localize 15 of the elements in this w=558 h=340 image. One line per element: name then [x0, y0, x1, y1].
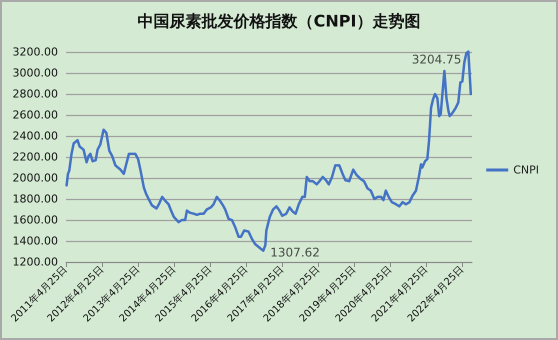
y-tick-label: 2600.00 [12, 108, 58, 122]
y-tick-label: 3000.00 [12, 66, 58, 80]
y-tick-label: 3200.00 [12, 46, 58, 59]
y-tick-label: 1600.00 [12, 214, 58, 227]
y-tick-label: 1200.00 [12, 256, 58, 268]
y-tick-label: 2200.00 [12, 150, 58, 164]
y-tick-label: 2000.00 [12, 172, 58, 185]
chart-title: 中国尿素批发价格指数（CNPI）走势图 [138, 12, 420, 30]
annotation: 1307.62 [270, 246, 320, 260]
y-tick-label: 2400.00 [12, 130, 58, 143]
y-tick-label: 1800.00 [12, 192, 58, 206]
y-tick-label: 2800.00 [12, 88, 58, 101]
y-tick-label: 1400.00 [12, 234, 58, 248]
legend-label: CNPI [513, 164, 540, 176]
annotation: 3204.75 [412, 52, 462, 67]
